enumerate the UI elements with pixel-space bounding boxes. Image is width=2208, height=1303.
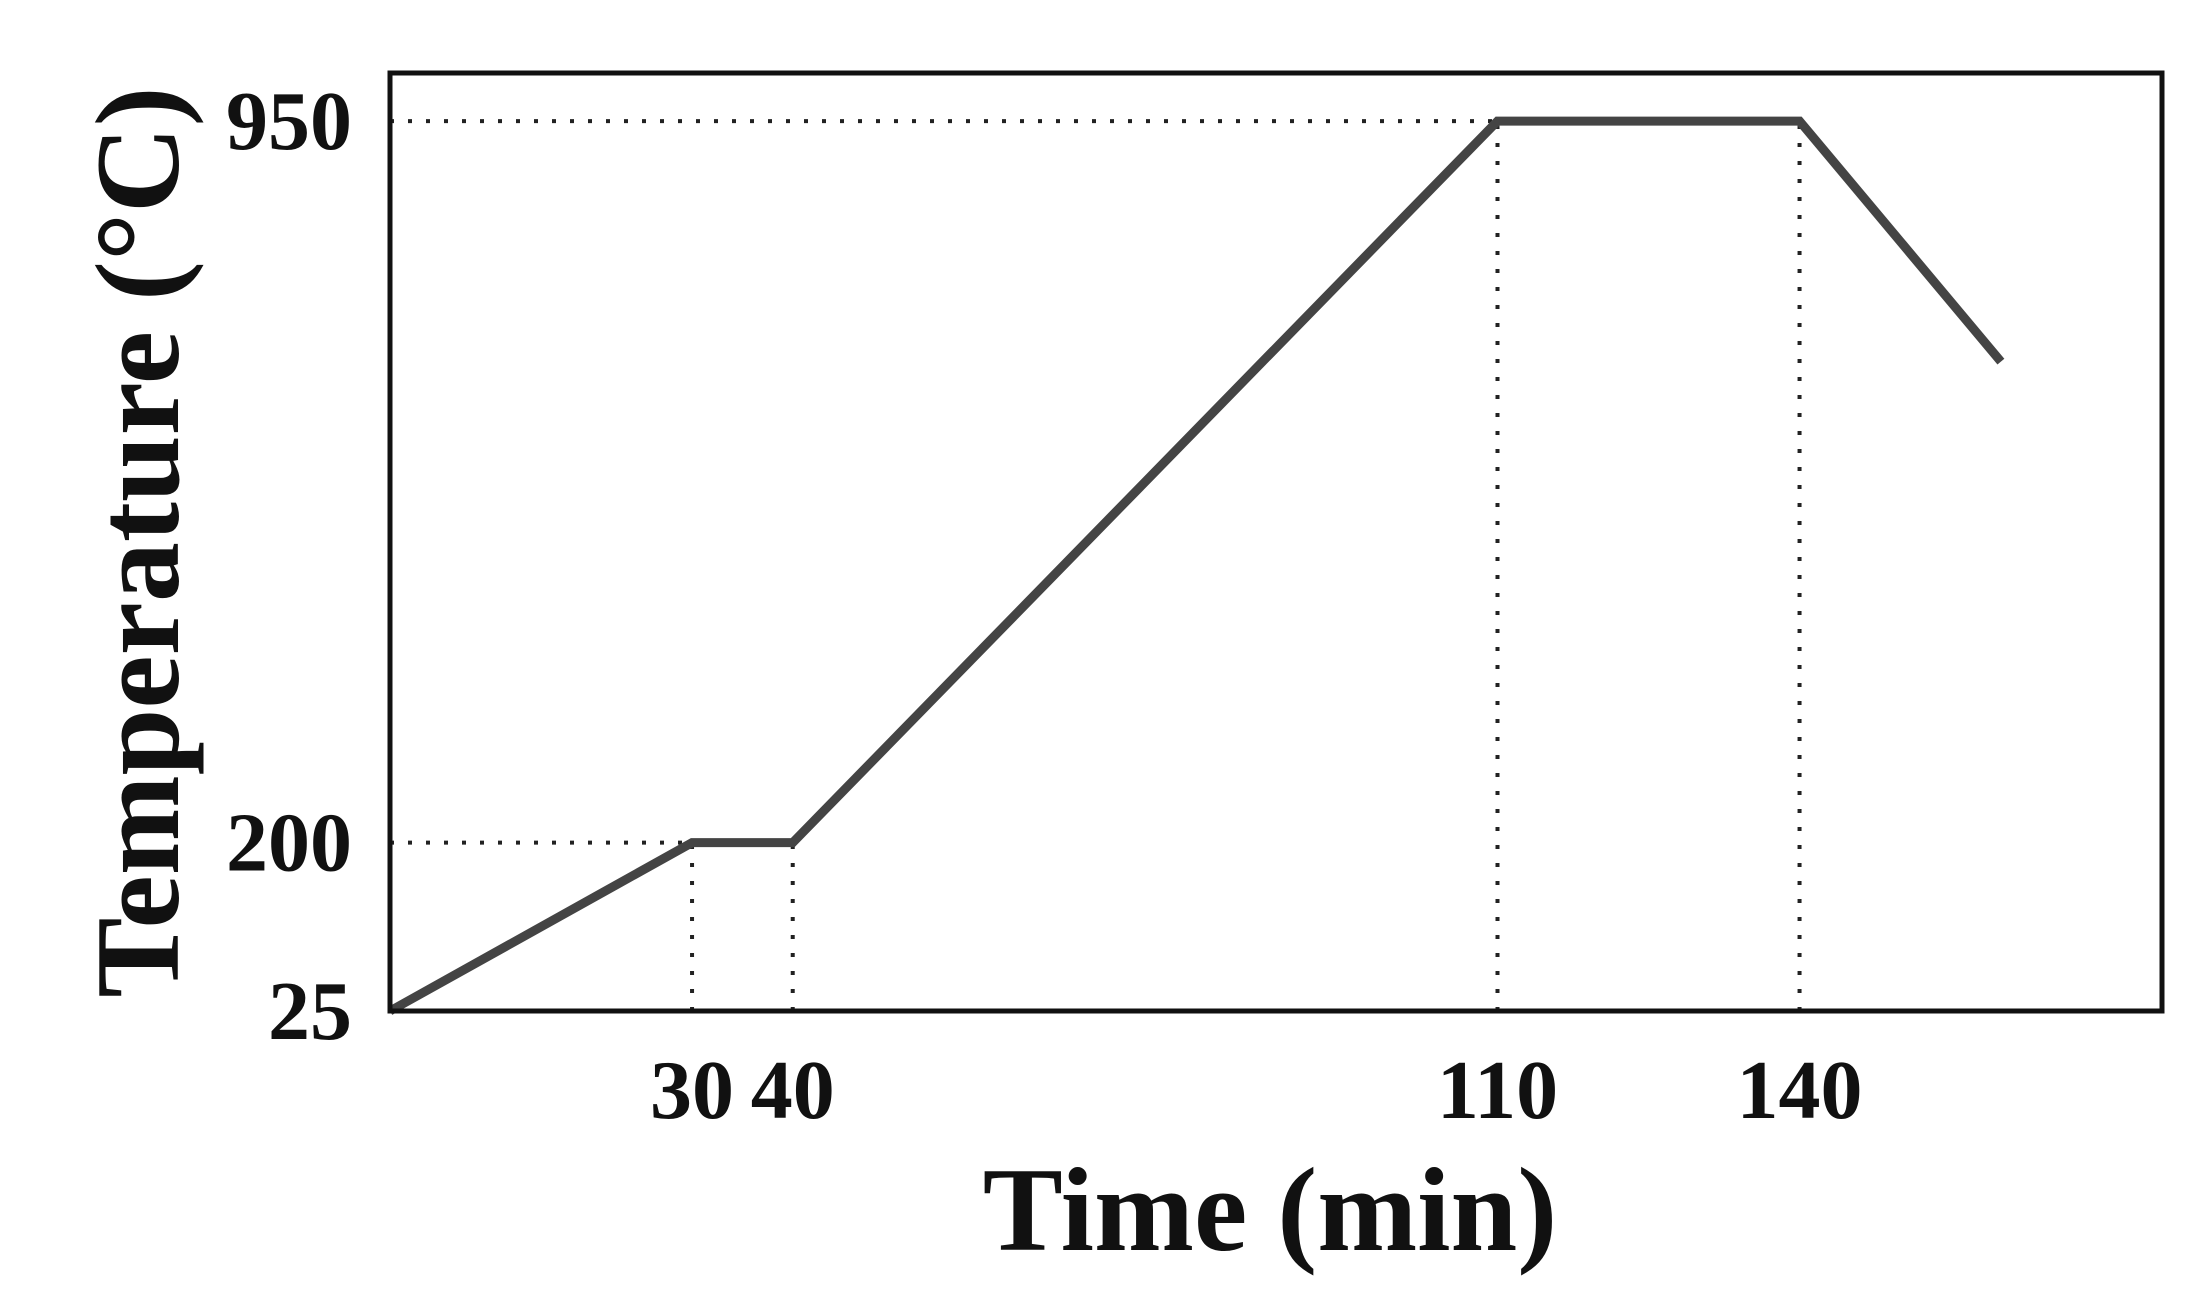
plot-frame <box>387 70 2165 1014</box>
y-tick-label-950: 950 <box>226 75 352 168</box>
series-line-0 <box>387 116 2005 1015</box>
x-tick-label-30: 30 <box>650 1044 734 1137</box>
x-axis-title: Time (min) <box>983 1143 1557 1276</box>
y-tick-label-200: 200 <box>226 797 352 890</box>
reference-lines <box>390 119 1802 1011</box>
x-tick-label-110: 110 <box>1437 1044 1558 1137</box>
y-tick-label-25: 25 <box>268 965 352 1058</box>
x-tick-label-40: 40 <box>751 1044 835 1137</box>
y-axis-title: Temperature (°C) <box>71 86 204 997</box>
series-layer <box>387 116 2005 1015</box>
tick-labels: 30 40 110 140 25 200 950 <box>226 75 1863 1137</box>
x-tick-label-140: 140 <box>1737 1044 1863 1137</box>
